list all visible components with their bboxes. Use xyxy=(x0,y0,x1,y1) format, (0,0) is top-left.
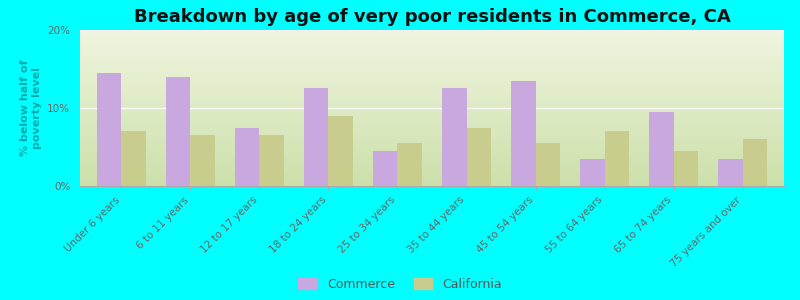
Bar xyxy=(674,151,698,186)
Bar xyxy=(259,135,284,186)
Bar xyxy=(398,143,422,186)
Bar xyxy=(605,131,629,186)
Bar xyxy=(511,81,535,186)
Bar xyxy=(650,112,674,186)
Bar xyxy=(235,128,259,186)
Bar xyxy=(718,159,742,186)
Bar xyxy=(466,128,490,186)
Bar xyxy=(122,131,146,186)
Bar xyxy=(166,77,190,186)
Bar xyxy=(304,88,329,186)
Legend: Commerce, California: Commerce, California xyxy=(298,278,502,291)
Bar xyxy=(742,139,766,186)
Bar xyxy=(190,135,214,186)
Bar xyxy=(580,159,605,186)
Bar xyxy=(374,151,398,186)
Bar xyxy=(329,116,353,186)
Bar xyxy=(535,143,560,186)
Bar xyxy=(98,73,122,186)
Title: Breakdown by age of very poor residents in Commerce, CA: Breakdown by age of very poor residents … xyxy=(134,8,730,26)
Y-axis label: % below half of
poverty level: % below half of poverty level xyxy=(20,60,42,156)
Bar xyxy=(442,88,466,186)
